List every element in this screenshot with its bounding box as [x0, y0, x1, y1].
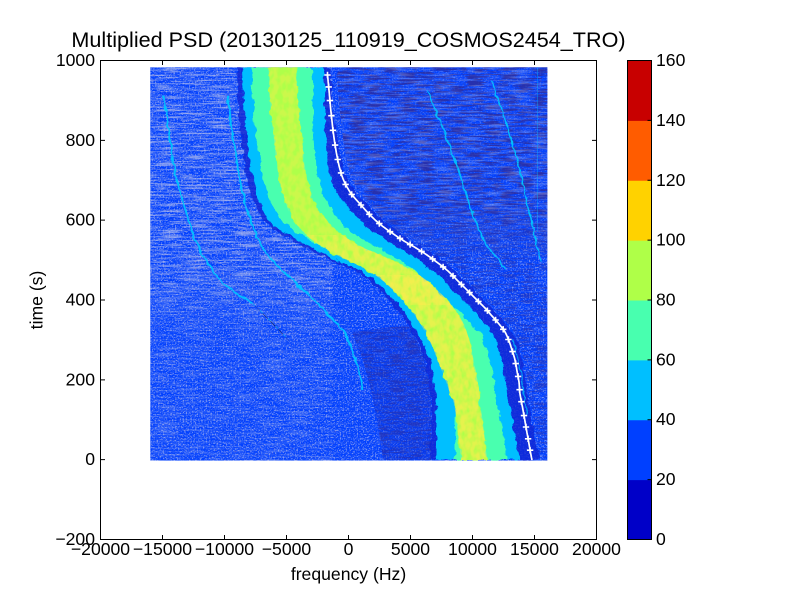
svg-text:time (s): time (s): [27, 271, 47, 330]
svg-text:−20000: −20000: [71, 539, 130, 559]
svg-text:Multiplied PSD (20130125_11091: Multiplied PSD (20130125_110919_COSMOS24…: [71, 27, 625, 52]
svg-text:400: 400: [66, 290, 96, 310]
svg-text:20000: 20000: [572, 539, 621, 559]
svg-text:15000: 15000: [510, 539, 559, 559]
svg-text:−5000: −5000: [262, 539, 312, 559]
svg-text:0: 0: [85, 449, 95, 469]
svg-text:120: 120: [656, 170, 686, 190]
svg-text:200: 200: [66, 369, 96, 389]
svg-text:10000: 10000: [448, 539, 497, 559]
svg-text:40: 40: [656, 409, 676, 429]
svg-text:−10000: −10000: [195, 539, 254, 559]
svg-text:600: 600: [66, 210, 96, 230]
svg-text:5000: 5000: [391, 539, 430, 559]
svg-text:0: 0: [344, 539, 354, 559]
svg-text:0: 0: [656, 529, 666, 549]
svg-text:140: 140: [656, 110, 686, 130]
svg-text:800: 800: [66, 130, 96, 150]
svg-text:−200: −200: [55, 529, 95, 549]
svg-text:160: 160: [656, 50, 686, 70]
svg-text:frequency (Hz): frequency (Hz): [291, 564, 406, 584]
svg-text:60: 60: [656, 349, 676, 369]
svg-text:80: 80: [656, 290, 676, 310]
svg-text:20: 20: [656, 469, 676, 489]
svg-text:100: 100: [656, 230, 686, 250]
svg-text:1000: 1000: [56, 50, 95, 70]
svg-text:−15000: −15000: [133, 539, 192, 559]
